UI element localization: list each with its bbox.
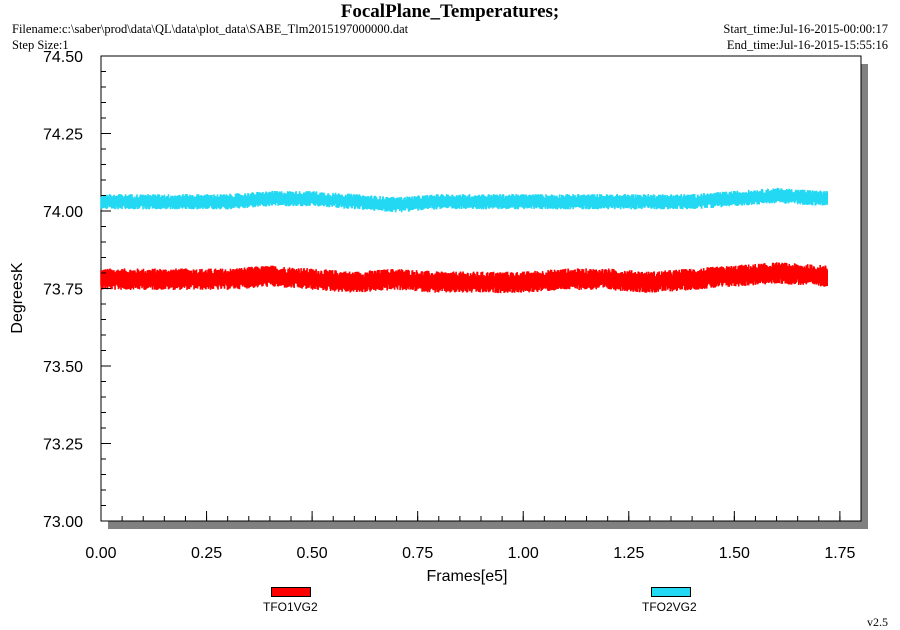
y-tick-label: 74.25 [43,127,83,144]
x-tick-label: 0.00 [85,545,116,562]
x-tick-label: 1.75 [824,545,855,562]
y-tick-label: 73.00 [43,514,83,531]
y-tick-label: 74.00 [43,204,83,221]
filename-label: Filename:c:\saber\prod\data\QL\data\plot… [12,22,409,36]
legend-swatch-tfo1vg2 [271,587,311,597]
series-line-tfo2vg2 [100,187,828,213]
y-tick-label: 73.50 [43,359,83,376]
x-axis-label: Frames[e5] [427,568,508,585]
end-time-label: End_time:Jul-16-2015-15:55:16 [726,38,888,52]
axes: 0.00 0.25 0.50 0.75 1.00 1.25 1.50 1.75 73.00 73.… [43,49,862,562]
y-axis-label: DegreesK [9,262,26,333]
x-tick-label: 1.25 [613,545,644,562]
chart-title: FocalPlane_Temperatures; [340,1,560,22]
series-line-tfo1vg2 [100,262,828,294]
y-tick-label: 73.25 [43,437,83,454]
legend-label-tfo2vg2: TFO2VG2 [642,600,697,614]
y-tick-label: 73.75 [43,282,83,299]
legend-swatch-tfo2vg2 [651,587,691,597]
x-tick-label: 1.00 [508,545,539,562]
x-tick-label: 1.50 [719,545,750,562]
version-label: v2.5 [867,615,888,629]
x-tick-label: 0.25 [191,545,222,562]
step-size-label: Step Size:1 [12,38,69,52]
legend-label-tfo1vg2: TFO1VG2 [263,600,318,614]
series-layer [100,187,828,294]
x-tick-label: 0.75 [402,545,433,562]
x-tick-label: 0.50 [297,545,328,562]
y-tick-label: 74.50 [43,49,83,66]
start-time-label: Start_time:Jul-16-2015-00:00:17 [723,22,888,36]
